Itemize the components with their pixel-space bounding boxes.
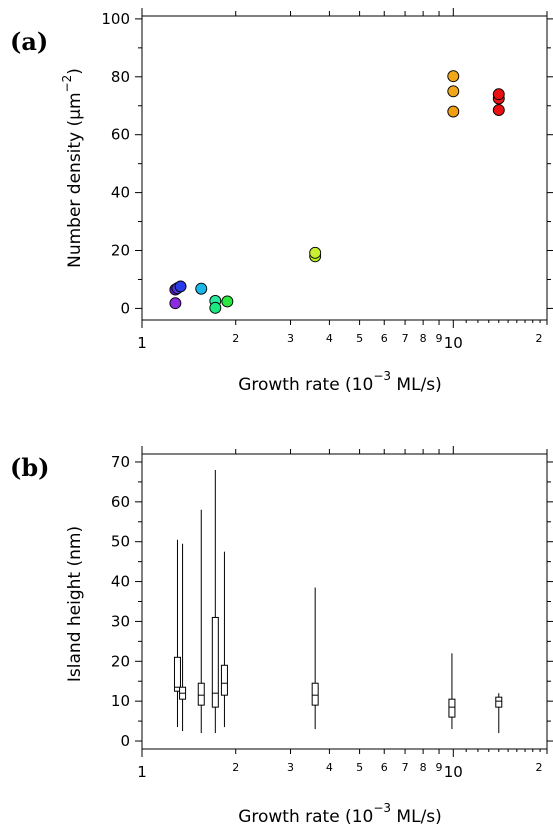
panel-a-xlabel-sup: −3 [373, 369, 391, 383]
panel-b-x-ticks: 1 10 2 3 4 5 6 7 8 9 2 [137, 446, 548, 781]
y-tick-label: 50 [111, 533, 130, 551]
panel-a-y-ticks: 0 20 40 60 80 100 [101, 10, 553, 317]
x-minor-tick-label: 6 [381, 761, 388, 774]
x-minor-tick-label: 6 [381, 332, 388, 345]
panel-b-xlabel-sup: −3 [373, 801, 391, 815]
panel-a-y-axis-label: Number density (µm−2) [60, 68, 85, 268]
scatter-point [492, 88, 505, 101]
box-iqr [448, 698, 456, 718]
panel-a-points [169, 70, 505, 314]
y-tick-label: 80 [111, 68, 130, 86]
y-tick-label: 70 [111, 453, 130, 471]
scatter-point [447, 70, 460, 83]
x-major-tick-label: 10 [444, 334, 463, 352]
panel-b-xlabel-tail: ML/s) [391, 807, 442, 827]
y-tick-label: 0 [120, 299, 130, 317]
x-minor-tick-label: 4 [326, 761, 333, 774]
y-tick-label: 40 [111, 184, 130, 202]
scatter-point [221, 295, 234, 308]
x-minor-tick-label: 4 [326, 332, 333, 345]
panel-a-plot-frame [141, 15, 548, 321]
x-minor-tick-label: 8 [420, 761, 427, 774]
y-tick-label: 10 [111, 692, 130, 710]
x-major-tick-label: 10 [444, 763, 463, 781]
y-tick-label: 0 [120, 732, 130, 750]
scatter-point [309, 246, 322, 259]
y-tick-label: 60 [111, 126, 130, 144]
box-iqr [311, 682, 319, 706]
scatter-point [169, 297, 182, 310]
x-minor-tick-label: 5 [356, 761, 363, 774]
panel-a-label: (a) [10, 27, 48, 56]
x-minor-tick-label: 8 [420, 332, 427, 345]
x-minor-tick-label: 7 [402, 761, 409, 774]
y-tick-label: 60 [111, 493, 130, 511]
x-minor-tick-label: 2 [232, 332, 239, 345]
panel-b-label: (b) [10, 453, 50, 482]
scatter-point [447, 85, 460, 98]
panel-b: (b) 0 10 20 30 40 50 60 70 1 10 2 3 4 5 6 7 8 9 2 Island … [10, 446, 553, 827]
panel-a-x-ticks: 1 10 2 3 4 5 6 7 8 9 2 [137, 8, 548, 352]
y-tick-label: 40 [111, 573, 130, 591]
y-tick-label: 30 [111, 612, 130, 630]
panel-a-ylabel-tail: ) [65, 68, 85, 75]
panel-a-x-axis-label: Growth rate (10−3 ML/s) [238, 369, 442, 395]
panel-b-y-ticks: 0 10 20 30 40 50 60 70 [111, 453, 553, 750]
x-major-tick-label: 1 [137, 334, 147, 352]
scatter-point [492, 104, 505, 117]
x-minor-tick-label: 9 [436, 332, 443, 345]
scatter-point [174, 280, 187, 293]
box-iqr [173, 656, 181, 692]
x-minor-tick-label: 3 [287, 332, 294, 345]
box-iqr [495, 696, 503, 708]
x-minor-tick-label: 3 [287, 761, 294, 774]
panel-a-xlabel-tail: ML/s) [391, 375, 442, 395]
x-minor-tick-label: 2 [536, 761, 543, 774]
panel-b-y-axis-label: Island height (nm) [65, 526, 85, 682]
panel-a-xlabel-main: Growth rate (10 [238, 375, 373, 395]
x-minor-tick-label: 9 [436, 761, 443, 774]
panel-b-ylabel-main: Island height (nm) [65, 526, 85, 682]
panel-b-boxes [173, 469, 503, 734]
box-iqr [197, 682, 205, 706]
panel-b-x-axis-label: Growth rate (10−3 ML/s) [238, 801, 442, 827]
x-minor-tick-label: 2 [232, 761, 239, 774]
panel-a: (a) 0 20 40 60 80 100 1 10 2 3 4 5 6 7 8 9 2 Number den… [10, 8, 553, 395]
scatter-point [447, 105, 460, 118]
box-iqr [211, 616, 219, 708]
x-minor-tick-label: 2 [536, 332, 543, 345]
scatter-point [195, 282, 208, 295]
panel-a-ylabel-main: Number density (µm [65, 92, 85, 267]
x-major-tick-label: 1 [137, 763, 147, 781]
y-tick-label: 100 [101, 10, 130, 28]
box-iqr [220, 664, 228, 696]
y-tick-label: 20 [111, 652, 130, 670]
scatter-point [209, 301, 222, 314]
panel-b-xlabel-main: Growth rate (10 [238, 807, 373, 827]
x-minor-tick-label: 5 [356, 332, 363, 345]
panel-a-ylabel-sup: −2 [60, 75, 74, 93]
y-tick-label: 20 [111, 242, 130, 260]
x-minor-tick-label: 7 [402, 332, 409, 345]
